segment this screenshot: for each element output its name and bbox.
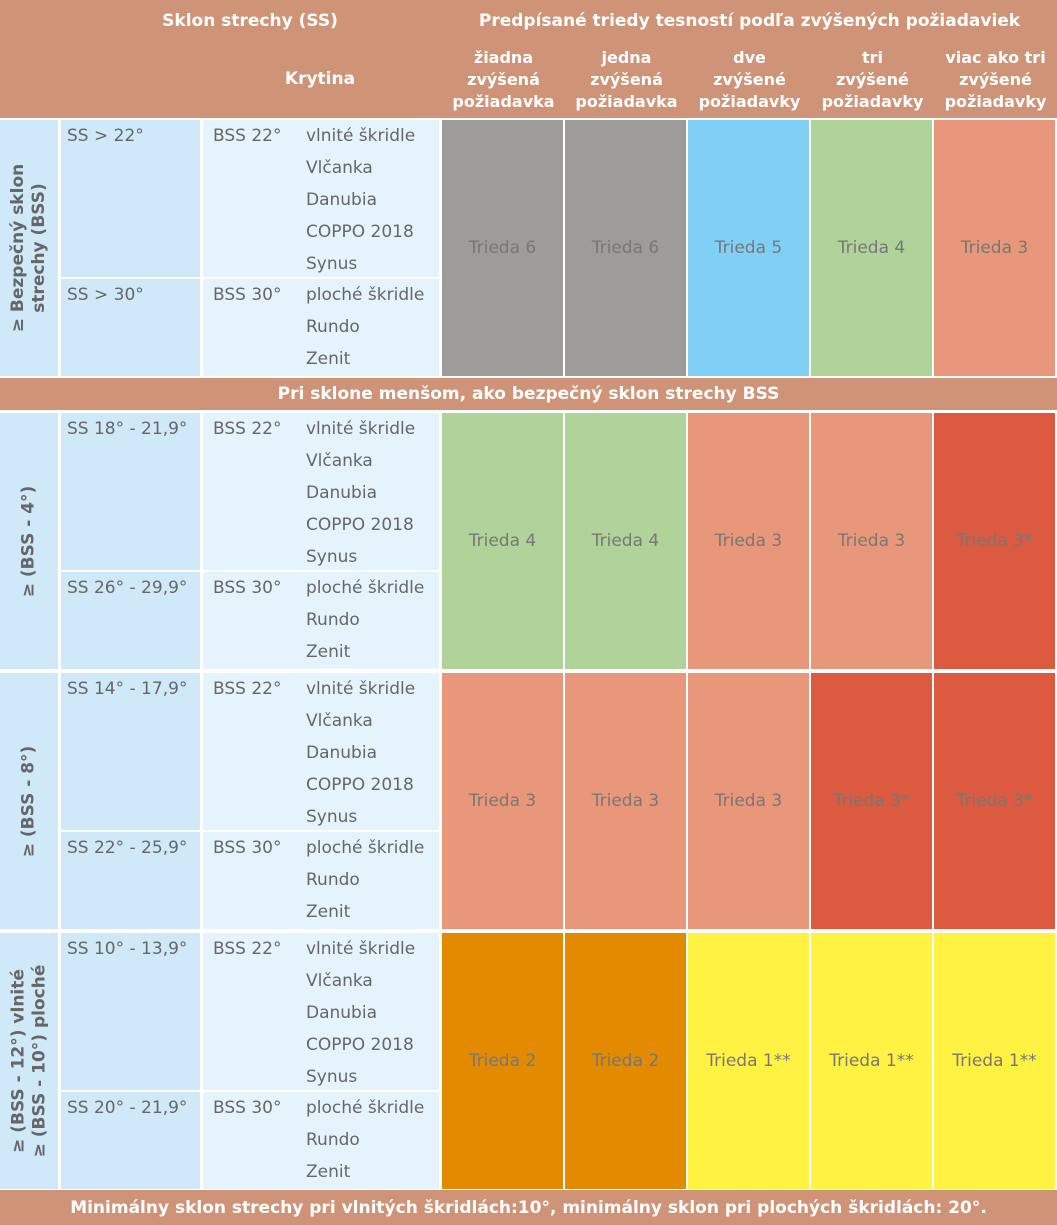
- bss-value: BSS 22°: [213, 126, 282, 146]
- column-header: žiadna zvýšená požiadavka: [452, 48, 555, 111]
- footer-band: Minimálny sklon strechy pri vlnitých škr…: [0, 1190, 1057, 1225]
- class-cell: Trieda 3: [688, 413, 809, 669]
- column-header: viac ako tri zvýšené požiadavky: [944, 48, 1047, 111]
- tile-name: Synus: [306, 807, 358, 827]
- group-label-text: ≥ (BSS - 12°) vlnité ≥ (BSS - 10°) ploch…: [8, 964, 49, 1158]
- tile-name: Danubia: [306, 190, 377, 210]
- class-cell: Trieda 6: [565, 120, 686, 376]
- tile-name: Vlčanka: [306, 158, 373, 178]
- group-label: ≥ (BSS - 4°): [0, 413, 58, 669]
- slope-range: SS 20° - 21,9°: [61, 1092, 200, 1189]
- class-cell: Trieda 1**: [811, 933, 932, 1189]
- bss-value: BSS 30°: [213, 285, 282, 305]
- class-cell: Trieda 3*: [811, 673, 932, 929]
- covering-box: BSS 30° ploché škridle Rundo Zenit: [203, 1092, 439, 1189]
- tile-name: vlnité škridle: [306, 419, 416, 439]
- slope-range: SS 26° - 29,9°: [61, 572, 200, 669]
- group-label-text: ≥ (BSS - 8°): [18, 745, 39, 857]
- class-cell: Trieda 4: [442, 413, 563, 669]
- separator-band: Pri sklone menšom, ako bezpečný sklon st…: [0, 378, 1057, 410]
- class-cell: Trieda 4: [811, 120, 932, 376]
- class-cell: Trieda 5: [688, 120, 809, 376]
- column-header: jedna zvýšená požiadavka: [575, 48, 678, 111]
- bss-value: BSS 30°: [213, 1098, 282, 1118]
- tile-name: Synus: [306, 1067, 358, 1087]
- bss-value: BSS 22°: [213, 939, 282, 959]
- covering-header: Krytina: [284, 69, 356, 89]
- tile-name: Danubia: [306, 1003, 377, 1023]
- tile-name: COPPO 2018: [306, 1035, 414, 1055]
- class-cell: Trieda 3*: [934, 413, 1055, 669]
- slope-range: SS 18° - 21,9°: [61, 413, 200, 570]
- slope-header: Sklon strechy (SS): [162, 11, 338, 31]
- covering-box: BSS 22° vlnité škridle Vlčanka Danubia COPPO…: [203, 933, 439, 1090]
- tile-name: vlnité škridle: [306, 679, 416, 699]
- slope-range: SS > 30°: [61, 279, 200, 376]
- slope-range: SS > 22°: [61, 120, 200, 277]
- tile-name: Rundo: [306, 317, 360, 337]
- covering-box: BSS 22° vlnité škridle Vlčanka Danubia COPPO…: [203, 120, 439, 277]
- class-cell: Trieda 6: [442, 120, 563, 376]
- class-cell: Trieda 3: [688, 673, 809, 929]
- group-label-text: ≥ (BSS - 4°): [18, 485, 39, 597]
- class-cell: Trieda 1**: [934, 933, 1055, 1189]
- tile-name: ploché škridle: [306, 285, 425, 305]
- tile-name: COPPO 2018: [306, 222, 414, 242]
- covering-box: BSS 22° vlnité škridle Vlčanka Danubia COPPO…: [203, 673, 439, 830]
- tile-name: Zenit: [306, 902, 351, 922]
- tile-name: vlnité škridle: [306, 939, 416, 959]
- tile-name: Rundo: [306, 870, 360, 890]
- covering-box: BSS 30° ploché škridle Rundo Zenit: [203, 279, 439, 376]
- tile-name: Rundo: [306, 1130, 360, 1150]
- tile-name: Vlčanka: [306, 971, 373, 991]
- table-header: [0, 0, 1057, 118]
- class-cell: Trieda 2: [565, 933, 686, 1189]
- tile-name: Vlčanka: [306, 711, 373, 731]
- class-cell: Trieda 3: [442, 673, 563, 929]
- tile-name: Zenit: [306, 349, 351, 369]
- covering-box: BSS 22° vlnité škridle Vlčanka Danubia COPPO…: [203, 413, 439, 570]
- covering-box: BSS 30° ploché škridle Rundo Zenit: [203, 572, 439, 669]
- class-cell: Trieda 3: [934, 120, 1055, 376]
- tile-name: Synus: [306, 254, 358, 274]
- tile-name: Danubia: [306, 483, 377, 503]
- tile-name: Danubia: [306, 743, 377, 763]
- tile-name: Zenit: [306, 642, 351, 662]
- bss-value: BSS 30°: [213, 578, 282, 598]
- class-cell: Trieda 3: [565, 673, 686, 929]
- group-label-text: ≥ Bezpečný sklon strechy (BSS): [8, 163, 49, 333]
- group-label: ≥ (BSS - 12°) vlnité ≥ (BSS - 10°) ploch…: [0, 933, 58, 1189]
- bss-value: BSS 22°: [213, 679, 282, 699]
- covering-box: BSS 30° ploché škridle Rundo Zenit: [203, 832, 439, 929]
- tile-name: Zenit: [306, 1162, 351, 1182]
- group-label: ≥ (BSS - 8°): [0, 673, 58, 929]
- tile-name: COPPO 2018: [306, 515, 414, 535]
- tile-name: vlnité škridle: [306, 126, 416, 146]
- slope-range: SS 10° - 13,9°: [61, 933, 200, 1090]
- tile-name: Synus: [306, 547, 358, 567]
- group-label: ≥ Bezpečný sklon strechy (BSS): [0, 120, 58, 376]
- class-cell: Trieda 2: [442, 933, 563, 1189]
- tile-name: ploché škridle: [306, 578, 425, 598]
- bss-value: BSS 30°: [213, 838, 282, 858]
- bss-value: BSS 22°: [213, 419, 282, 439]
- class-cell: Trieda 1**: [688, 933, 809, 1189]
- class-cell: Trieda 3: [811, 413, 932, 669]
- tile-name: Vlčanka: [306, 451, 373, 471]
- slope-range: SS 22° - 25,9°: [61, 832, 200, 929]
- class-cell: Trieda 4: [565, 413, 686, 669]
- classes-header: Predpísané triedy tesností podľa zvýšený…: [478, 11, 1021, 31]
- class-cell: Trieda 3*: [934, 673, 1055, 929]
- column-header: tri zvýšené požiadavky: [821, 48, 924, 111]
- tile-name: COPPO 2018: [306, 775, 414, 795]
- column-header: dve zvýšené požiadavky: [698, 48, 801, 111]
- tile-name: ploché škridle: [306, 1098, 425, 1118]
- slope-range: SS 14° - 17,9°: [61, 673, 200, 830]
- tile-name: Rundo: [306, 610, 360, 630]
- tile-name: ploché škridle: [306, 838, 425, 858]
